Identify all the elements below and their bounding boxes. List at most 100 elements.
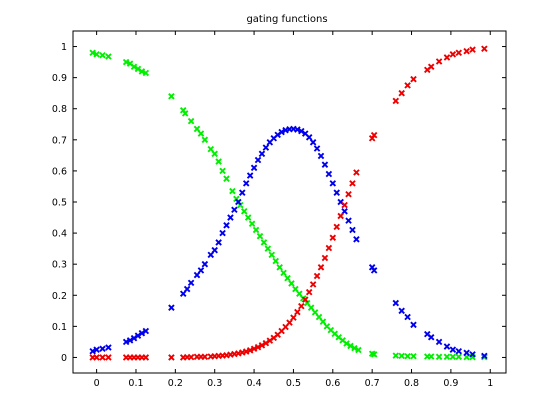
x-tick-label: 0.8 bbox=[404, 378, 419, 389]
data-point bbox=[257, 234, 262, 239]
data-point bbox=[399, 91, 404, 96]
data-point bbox=[198, 131, 203, 136]
data-point bbox=[470, 47, 475, 52]
data-point bbox=[318, 153, 323, 158]
data-point bbox=[255, 157, 260, 162]
data-point bbox=[188, 119, 193, 124]
data-point bbox=[354, 170, 359, 175]
data-point bbox=[246, 215, 251, 220]
data-point bbox=[338, 213, 343, 218]
data-point bbox=[322, 255, 327, 260]
data-point bbox=[100, 355, 105, 360]
data-point bbox=[405, 354, 410, 359]
data-point bbox=[307, 290, 312, 295]
data-point bbox=[248, 173, 253, 178]
x-tick-label: 1 bbox=[487, 378, 493, 389]
data-point bbox=[224, 176, 229, 181]
data-point bbox=[212, 248, 217, 253]
data-point bbox=[94, 355, 99, 360]
data-point bbox=[326, 245, 331, 250]
data-point bbox=[411, 77, 416, 82]
data-point bbox=[311, 140, 316, 145]
data-point bbox=[322, 162, 327, 167]
data-point bbox=[251, 165, 256, 170]
data-point bbox=[202, 262, 207, 267]
series-layer bbox=[90, 46, 487, 360]
series-2 bbox=[90, 46, 487, 360]
data-point bbox=[216, 159, 221, 164]
data-point bbox=[291, 315, 296, 320]
x-tick-label: 0.2 bbox=[168, 378, 183, 389]
data-point bbox=[265, 246, 270, 251]
data-point bbox=[318, 265, 323, 270]
x-tick-label: 0.7 bbox=[365, 378, 380, 389]
data-point bbox=[216, 240, 221, 245]
y-tick-label: 1 bbox=[61, 42, 67, 53]
x-tick-label: 0.4 bbox=[247, 378, 262, 389]
data-point bbox=[188, 280, 193, 285]
data-point bbox=[169, 355, 174, 360]
data-point bbox=[314, 273, 319, 278]
data-point bbox=[242, 209, 247, 214]
data-point bbox=[405, 83, 410, 88]
data-point bbox=[307, 135, 312, 140]
data-point bbox=[232, 207, 237, 212]
data-point bbox=[106, 345, 111, 350]
data-point bbox=[261, 240, 266, 245]
data-point bbox=[399, 353, 404, 358]
data-point bbox=[405, 314, 410, 319]
data-point bbox=[240, 190, 245, 195]
y-tick-label: 0.2 bbox=[52, 291, 67, 302]
data-point bbox=[444, 344, 449, 349]
data-point bbox=[289, 281, 294, 286]
data-point bbox=[277, 265, 282, 270]
x-tick-label: 0.6 bbox=[325, 378, 340, 389]
data-point bbox=[100, 346, 105, 351]
data-point bbox=[244, 181, 249, 186]
data-point bbox=[143, 355, 148, 360]
y-tick-label: 0.6 bbox=[52, 166, 67, 177]
data-point bbox=[198, 268, 203, 273]
data-point bbox=[220, 230, 225, 235]
data-point bbox=[429, 64, 434, 69]
data-point bbox=[285, 276, 290, 281]
data-point bbox=[220, 168, 225, 173]
data-point bbox=[350, 181, 355, 186]
data-point bbox=[253, 227, 258, 232]
data-point bbox=[330, 235, 335, 240]
x-tick-label: 0.9 bbox=[443, 378, 458, 389]
data-point bbox=[106, 355, 111, 360]
data-point bbox=[299, 304, 304, 309]
data-point bbox=[228, 215, 233, 220]
data-point bbox=[202, 354, 207, 359]
data-point bbox=[346, 218, 351, 223]
data-point bbox=[106, 54, 111, 59]
data-point bbox=[269, 252, 274, 257]
data-point bbox=[456, 349, 461, 354]
data-point bbox=[342, 203, 347, 208]
data-point bbox=[393, 300, 398, 305]
data-point bbox=[450, 347, 455, 352]
data-point bbox=[399, 308, 404, 313]
y-tick-label: 0.5 bbox=[52, 198, 67, 209]
data-point bbox=[346, 192, 351, 197]
data-point bbox=[295, 309, 300, 314]
data-point bbox=[464, 49, 469, 54]
data-point bbox=[456, 50, 461, 55]
data-point bbox=[450, 52, 455, 57]
y-tick-label: 0.4 bbox=[52, 229, 67, 240]
data-point bbox=[314, 146, 319, 151]
data-point bbox=[212, 151, 217, 156]
data-point bbox=[429, 354, 434, 359]
data-point bbox=[444, 55, 449, 60]
data-point bbox=[100, 53, 105, 58]
data-point bbox=[169, 305, 174, 310]
data-point bbox=[456, 354, 461, 359]
data-point bbox=[224, 223, 229, 228]
y-tick-label: 0.9 bbox=[52, 73, 67, 84]
data-point bbox=[259, 151, 264, 156]
data-point bbox=[311, 282, 316, 287]
data-point bbox=[263, 145, 268, 150]
data-point bbox=[436, 59, 441, 64]
data-point bbox=[326, 171, 331, 176]
